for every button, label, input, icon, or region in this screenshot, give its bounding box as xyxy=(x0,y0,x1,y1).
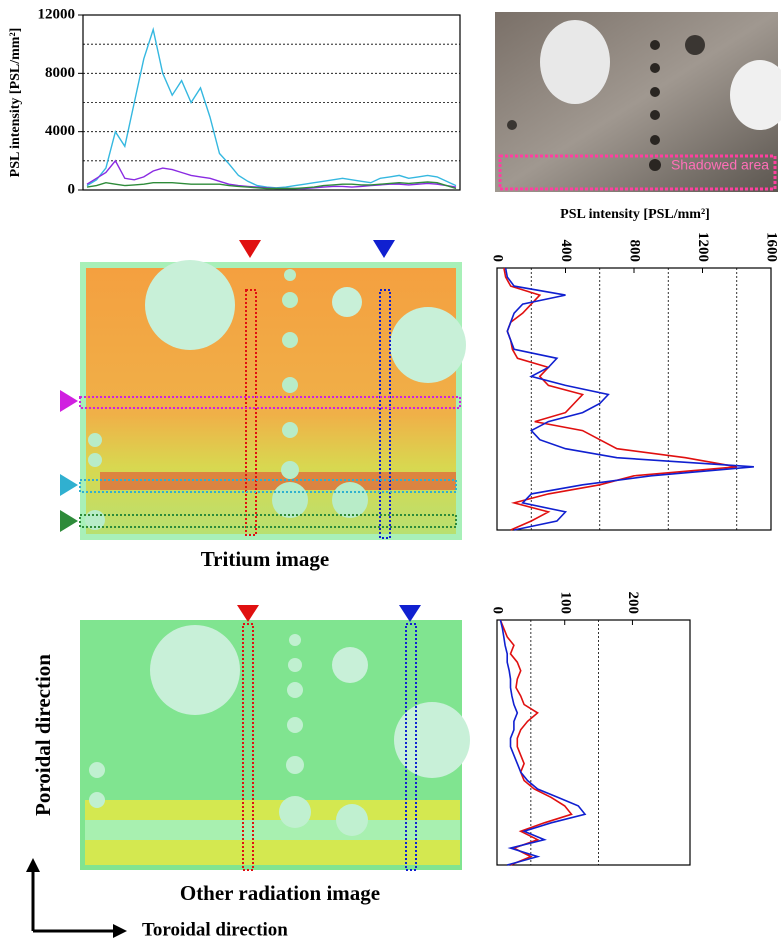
tritium-image xyxy=(60,240,466,540)
x-axis-label: PSL intensity [PSL/mm²] xyxy=(560,207,710,222)
x-tick-label: 100 xyxy=(557,592,573,615)
x-tick-label: 400 xyxy=(558,240,574,263)
y-tick-label: 12000 xyxy=(38,6,76,22)
y-tick-label: 8000 xyxy=(45,65,75,81)
y-tick-label: 4000 xyxy=(45,123,75,139)
profile-line xyxy=(503,267,737,531)
profile-line xyxy=(499,619,587,866)
image-caption: Tritium image xyxy=(201,547,330,571)
shadow-label: Shadowed area xyxy=(671,157,769,173)
image-caption: Other radiation image xyxy=(180,881,380,905)
direction-arrows xyxy=(26,858,127,938)
direction-label: Toroidal direction xyxy=(142,919,288,940)
y-axis-label: PSL intensity [PSL/mm²] xyxy=(8,28,23,178)
x-tick-label: 0 xyxy=(490,255,506,263)
photo: Shadowed area xyxy=(495,12,781,192)
direction-label: Poroidal direction xyxy=(31,654,55,816)
x-tick-label: 0 xyxy=(490,607,506,615)
other-image xyxy=(80,605,470,871)
profile-line xyxy=(504,267,754,531)
series-line xyxy=(86,181,457,190)
x-tick-label: 1200 xyxy=(695,232,711,262)
x-tick-label: 800 xyxy=(627,240,643,263)
plot-frame xyxy=(496,267,772,531)
x-tick-label: 1600 xyxy=(764,232,780,262)
y-tick-label: 0 xyxy=(68,181,76,197)
series-line xyxy=(86,26,457,189)
x-tick-label: 200 xyxy=(625,592,641,615)
profile-line xyxy=(499,619,573,866)
plot-frame xyxy=(496,619,691,866)
